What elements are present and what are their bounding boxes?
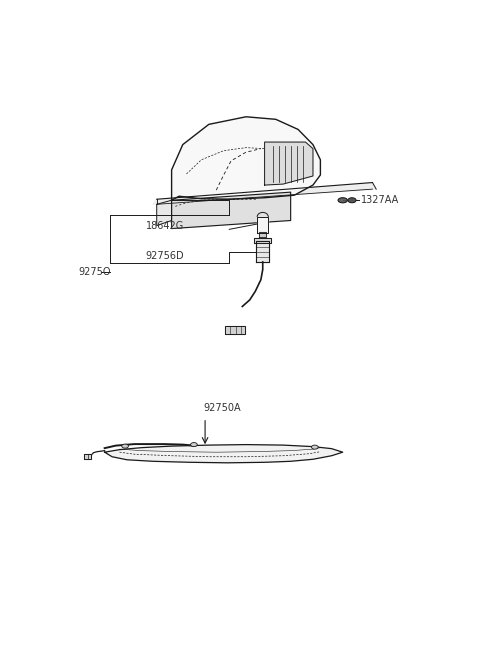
Ellipse shape xyxy=(122,444,129,448)
Ellipse shape xyxy=(191,443,197,447)
Polygon shape xyxy=(257,217,268,233)
Text: 9275O: 9275O xyxy=(79,267,111,277)
Polygon shape xyxy=(105,445,343,463)
Polygon shape xyxy=(264,142,313,185)
Polygon shape xyxy=(259,232,266,237)
Polygon shape xyxy=(172,117,321,200)
Text: 1327AA: 1327AA xyxy=(361,195,399,205)
Polygon shape xyxy=(225,326,245,334)
Text: 18642G: 18642G xyxy=(145,221,184,231)
Polygon shape xyxy=(156,200,172,225)
Ellipse shape xyxy=(312,445,318,449)
Polygon shape xyxy=(172,192,290,229)
Polygon shape xyxy=(153,183,376,204)
Polygon shape xyxy=(254,238,271,243)
Text: 92750A: 92750A xyxy=(203,403,240,413)
Polygon shape xyxy=(84,454,91,459)
Text: 92756D: 92756D xyxy=(145,251,184,261)
Polygon shape xyxy=(256,240,269,262)
Ellipse shape xyxy=(348,198,356,203)
Ellipse shape xyxy=(338,198,348,203)
